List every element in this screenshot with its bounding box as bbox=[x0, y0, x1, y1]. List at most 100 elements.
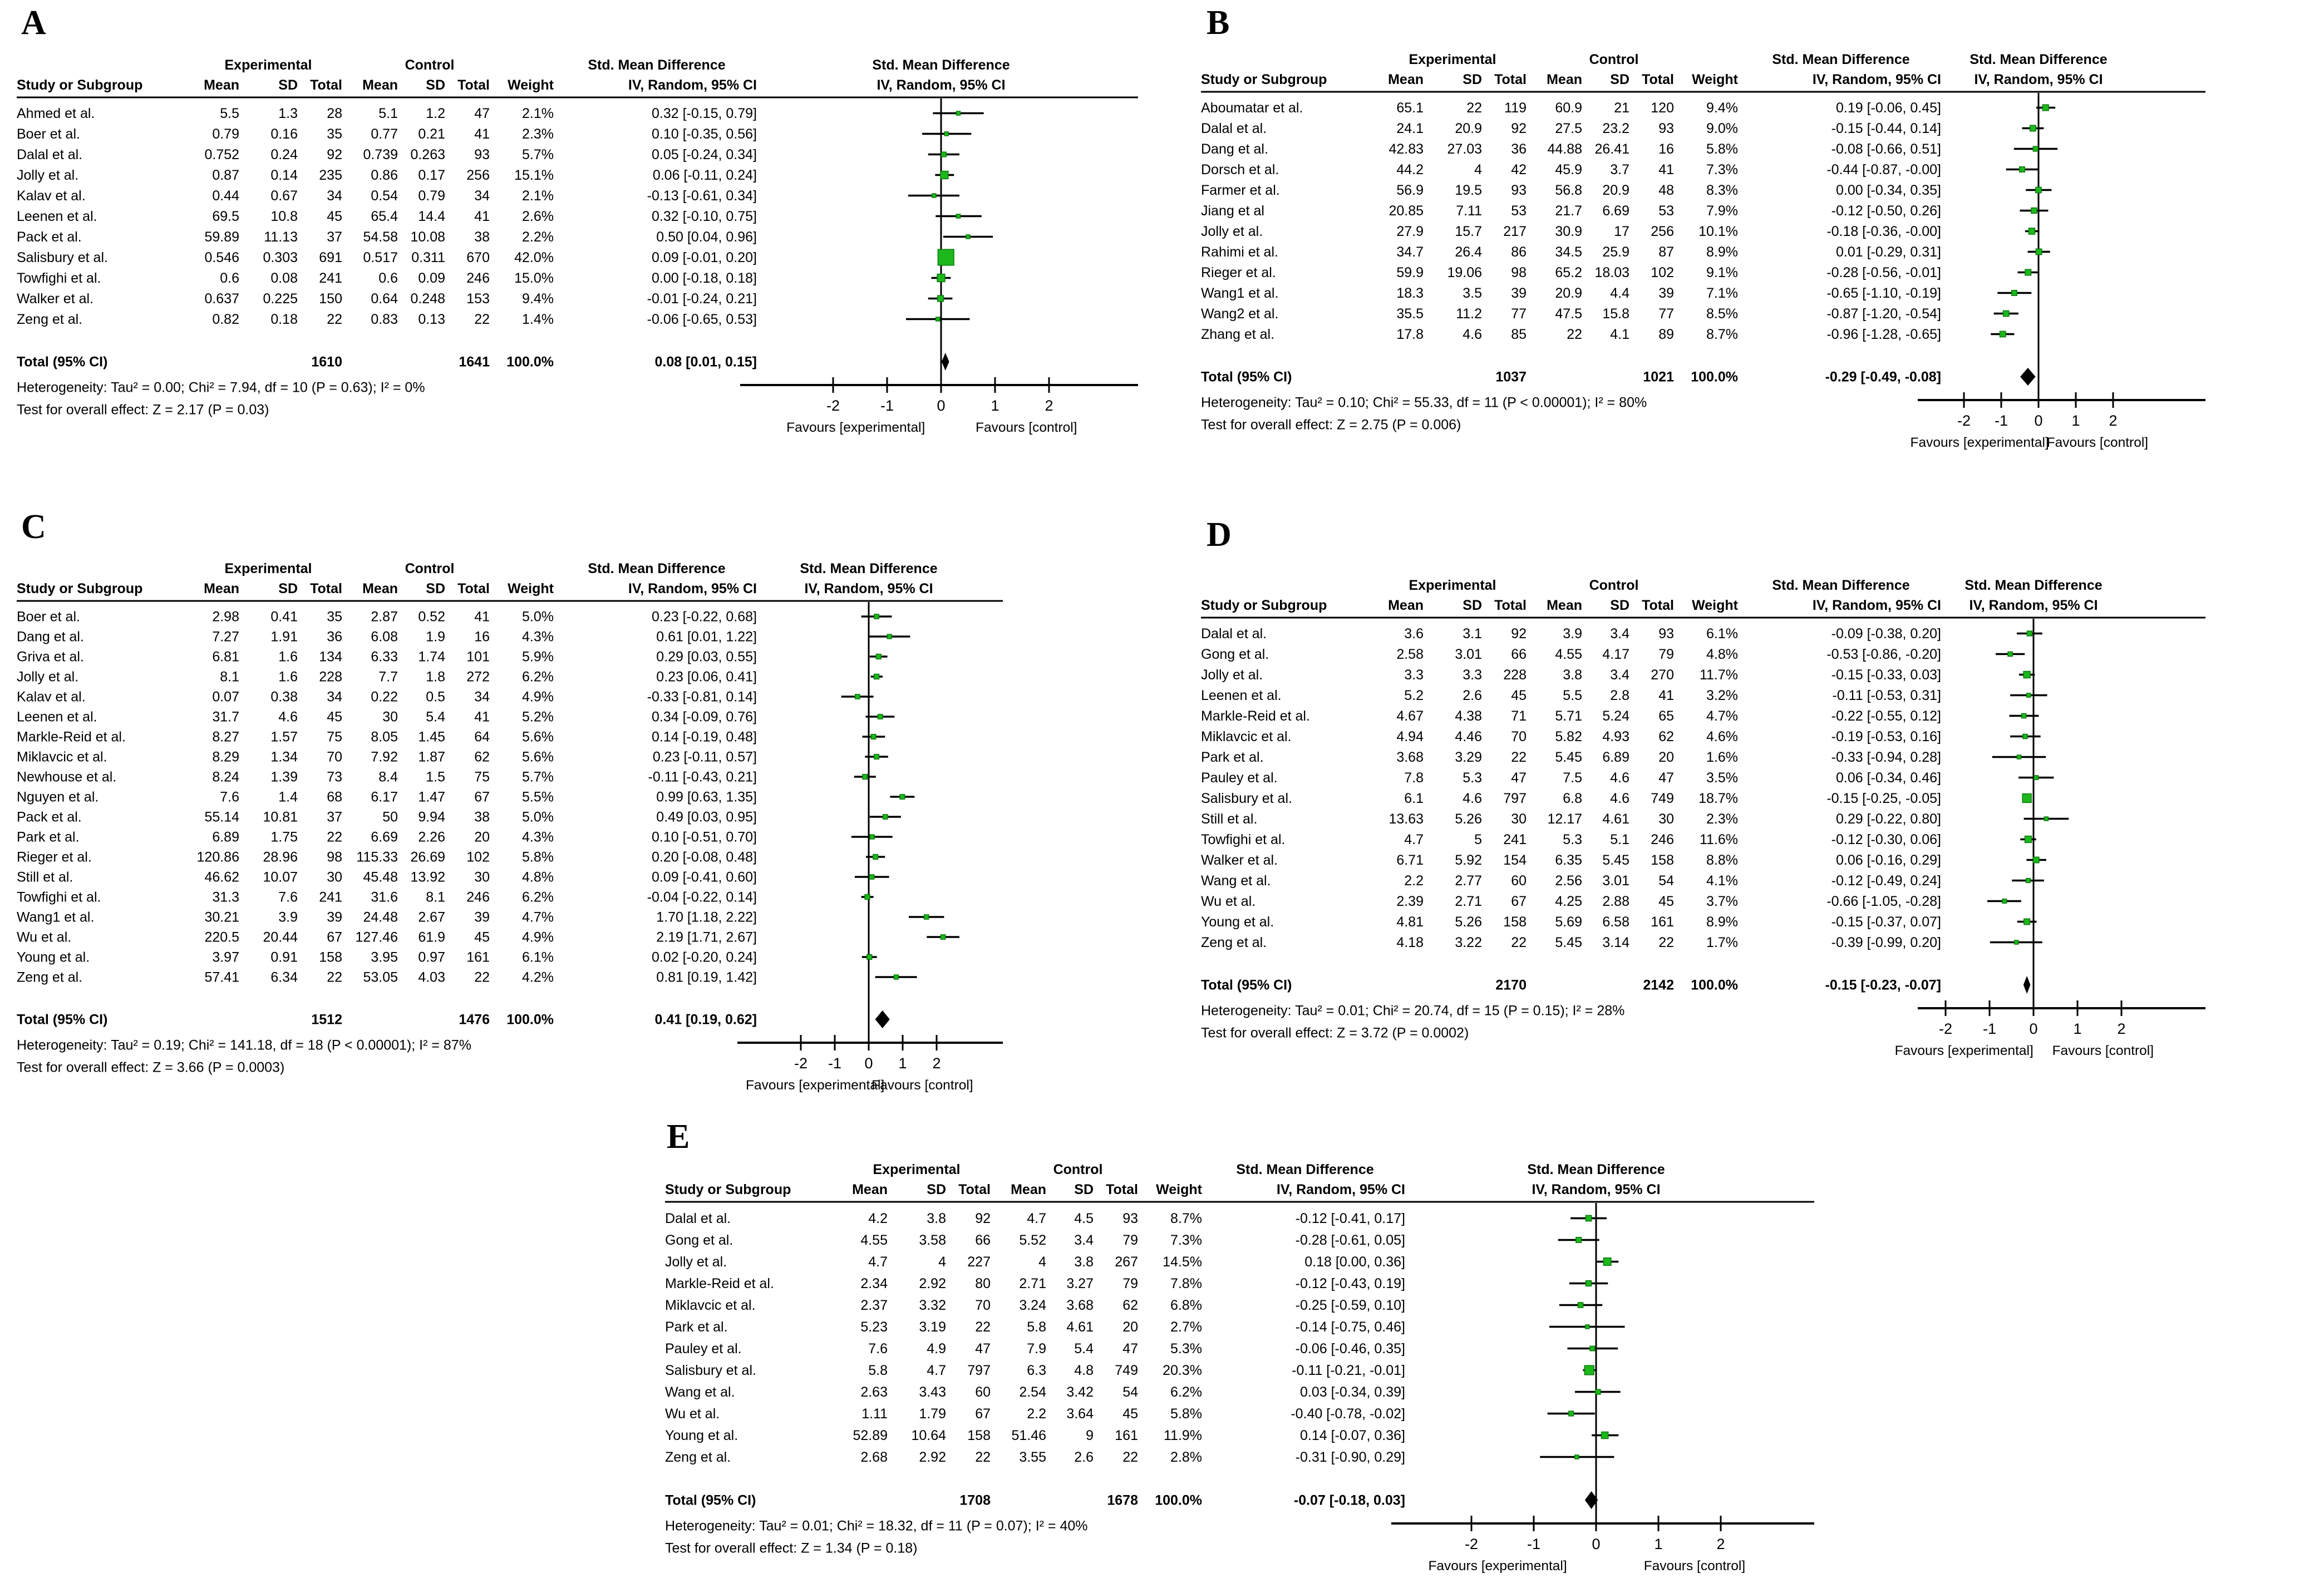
x-axis-tick-label: 2 bbox=[2117, 1020, 2125, 1037]
ctrl-total-value: 41 bbox=[1658, 688, 1674, 703]
exp-total-value: 98 bbox=[1511, 265, 1527, 280]
ctrl-sd-value: 5.4 bbox=[1074, 1341, 1094, 1357]
effect-square-marker bbox=[2019, 166, 2026, 173]
weight-value: 3.2% bbox=[1706, 688, 1738, 703]
ctrl-sd-value: 4.61 bbox=[1066, 1319, 1094, 1335]
ctrl-sd-value: 20.9 bbox=[1602, 183, 1629, 198]
exp-total-header: Total bbox=[1494, 72, 1527, 87]
ctrl-mean-value: 5.8 bbox=[1027, 1319, 1046, 1335]
exp-total-value: 30 bbox=[327, 869, 342, 885]
total-smd-ci: -0.29 [-0.49, -0.08] bbox=[1825, 369, 1941, 384]
exp-total-value: 35 bbox=[327, 126, 342, 142]
study-name: Markle-Reid et al. bbox=[1201, 708, 1310, 724]
ctrl-sd-value: 3.42 bbox=[1066, 1384, 1094, 1400]
ctrl-total-value: 270 bbox=[1651, 667, 1674, 683]
overall-effect-text: Test for overall effect: Z = 2.75 (P = 0… bbox=[1201, 417, 1461, 432]
study-name: Dorsch et al. bbox=[1201, 162, 1279, 177]
ctrl-total-value: 47 bbox=[474, 106, 490, 121]
ctrl-total-value: 34 bbox=[474, 188, 490, 204]
exp-sd-value: 0.18 bbox=[270, 312, 298, 327]
exp-mean-header: Mean bbox=[1388, 72, 1424, 87]
plot-header-line2: IV, Random, 95% CI bbox=[804, 581, 933, 596]
weight-value: 5.8% bbox=[1170, 1406, 1202, 1422]
study-name: Salisbury et al. bbox=[1201, 791, 1292, 806]
effect-square-marker bbox=[874, 614, 879, 619]
ctrl-total-value: 41 bbox=[474, 709, 490, 724]
ctrl-mean-value: 5.82 bbox=[1555, 729, 1582, 744]
effect-square-marker bbox=[966, 234, 971, 239]
ctrl-sd-value: 1.87 bbox=[418, 749, 445, 765]
exp-total-value: 28 bbox=[327, 106, 342, 121]
effect-square-marker bbox=[2031, 207, 2037, 214]
ctrl-sd-value: 6.89 bbox=[1602, 749, 1629, 765]
total-exp-n: 1610 bbox=[311, 354, 342, 369]
exp-mean-value: 8.24 bbox=[212, 769, 239, 785]
ctrl-total-value: 20 bbox=[474, 829, 490, 845]
ctrl-sd-value: 1.45 bbox=[418, 729, 445, 744]
ctrl-total-value: 256 bbox=[1651, 224, 1674, 239]
ctrl-total-value: 246 bbox=[466, 889, 490, 905]
panel-label-e: E bbox=[667, 1118, 690, 1156]
weight-value: 18.7% bbox=[1698, 791, 1738, 806]
favours-right-label: Favours [control] bbox=[872, 1078, 973, 1093]
ctrl-mean-value: 54.58 bbox=[363, 229, 398, 245]
smd-ci-value: -0.31 [-0.90, 0.29] bbox=[1296, 1449, 1405, 1465]
ctrl-total-value: 62 bbox=[474, 749, 490, 765]
ctrl-mean-value: 5.5 bbox=[1563, 688, 1582, 703]
ctrl-sd-value: 4.1 bbox=[1610, 327, 1629, 342]
effect-square-marker bbox=[870, 733, 877, 740]
study-name: Miklavcic et al. bbox=[17, 749, 107, 765]
weight-value: 2.8% bbox=[1170, 1449, 1202, 1465]
smd-column-header: Std. Mean Difference bbox=[1772, 52, 1909, 67]
effect-square-marker bbox=[873, 673, 880, 680]
smd-column-header: Std. Mean Difference bbox=[1772, 578, 1909, 593]
exp-total-value: 67 bbox=[975, 1406, 991, 1422]
ctrl-total-value: 20 bbox=[1122, 1319, 1138, 1335]
exp-sd-value: 1.6 bbox=[278, 649, 298, 664]
ctrl-total-value: 38 bbox=[474, 809, 490, 825]
ctrl-sd-value: 4.93 bbox=[1602, 729, 1629, 744]
exp-mean-value: 3.68 bbox=[1396, 749, 1424, 765]
exp-mean-value: 6.1 bbox=[1404, 791, 1424, 806]
weight-header: Weight bbox=[1156, 1182, 1203, 1197]
ctrl-mean-value: 60.9 bbox=[1555, 100, 1582, 116]
ctrl-sd-value: 17 bbox=[1614, 224, 1629, 239]
weight-value: 9.4% bbox=[1706, 100, 1738, 116]
ctrl-total-value: 79 bbox=[1122, 1232, 1138, 1248]
smd-ci-value: -0.22 [-0.55, 0.12] bbox=[1831, 708, 1941, 724]
ctrl-total-value: 102 bbox=[466, 849, 490, 865]
exp-total-value: 34 bbox=[327, 689, 342, 704]
ctrl-sd-value: 5.4 bbox=[426, 709, 445, 724]
study-name: Park et al. bbox=[17, 829, 80, 845]
exp-mean-value: 3.6 bbox=[1404, 626, 1424, 642]
exp-total-header: Total bbox=[310, 581, 342, 596]
ctrl-sd-value: 9.94 bbox=[418, 809, 445, 825]
effect-square-marker bbox=[2016, 754, 2022, 760]
x-axis-tick-label: -1 bbox=[1527, 1536, 1540, 1552]
weight-value: 4.6% bbox=[1706, 729, 1738, 744]
exp-mean-value: 5.8 bbox=[868, 1363, 888, 1378]
ctrl-mean-value: 3.95 bbox=[371, 949, 398, 965]
total-ctrl-n: 1476 bbox=[459, 1012, 490, 1027]
x-axis-tick-label: 1 bbox=[2071, 412, 2080, 429]
study-name: Griva et al. bbox=[17, 649, 84, 664]
x-axis-tick-label: 1 bbox=[898, 1055, 907, 1072]
ctrl-sd-value: 2.8 bbox=[1610, 688, 1629, 703]
ctrl-sd-value: 1.74 bbox=[418, 649, 445, 664]
effect-square-marker bbox=[940, 170, 949, 180]
x-axis-tick-label: -2 bbox=[1939, 1020, 1952, 1037]
ctrl-total-header: Total bbox=[457, 77, 490, 93]
effect-square-marker bbox=[2023, 670, 2031, 679]
ci-method-header: IV, Random, 95% CI bbox=[628, 581, 757, 596]
exp-total-value: 119 bbox=[1504, 100, 1527, 116]
exp-total-value: 92 bbox=[1511, 121, 1527, 136]
weight-value: 11.6% bbox=[1700, 832, 1738, 847]
exp-total-value: 70 bbox=[1511, 729, 1527, 744]
exp-sd-value: 3.3 bbox=[1463, 667, 1482, 683]
smd-ci-value: -0.12 [-0.50, 0.26] bbox=[1831, 203, 1941, 219]
effect-square-marker bbox=[855, 694, 860, 699]
smd-ci-value: -0.06 [-0.46, 0.35] bbox=[1296, 1341, 1405, 1357]
weight-value: 5.7% bbox=[522, 147, 554, 162]
study-name: Zeng et al. bbox=[17, 969, 82, 985]
